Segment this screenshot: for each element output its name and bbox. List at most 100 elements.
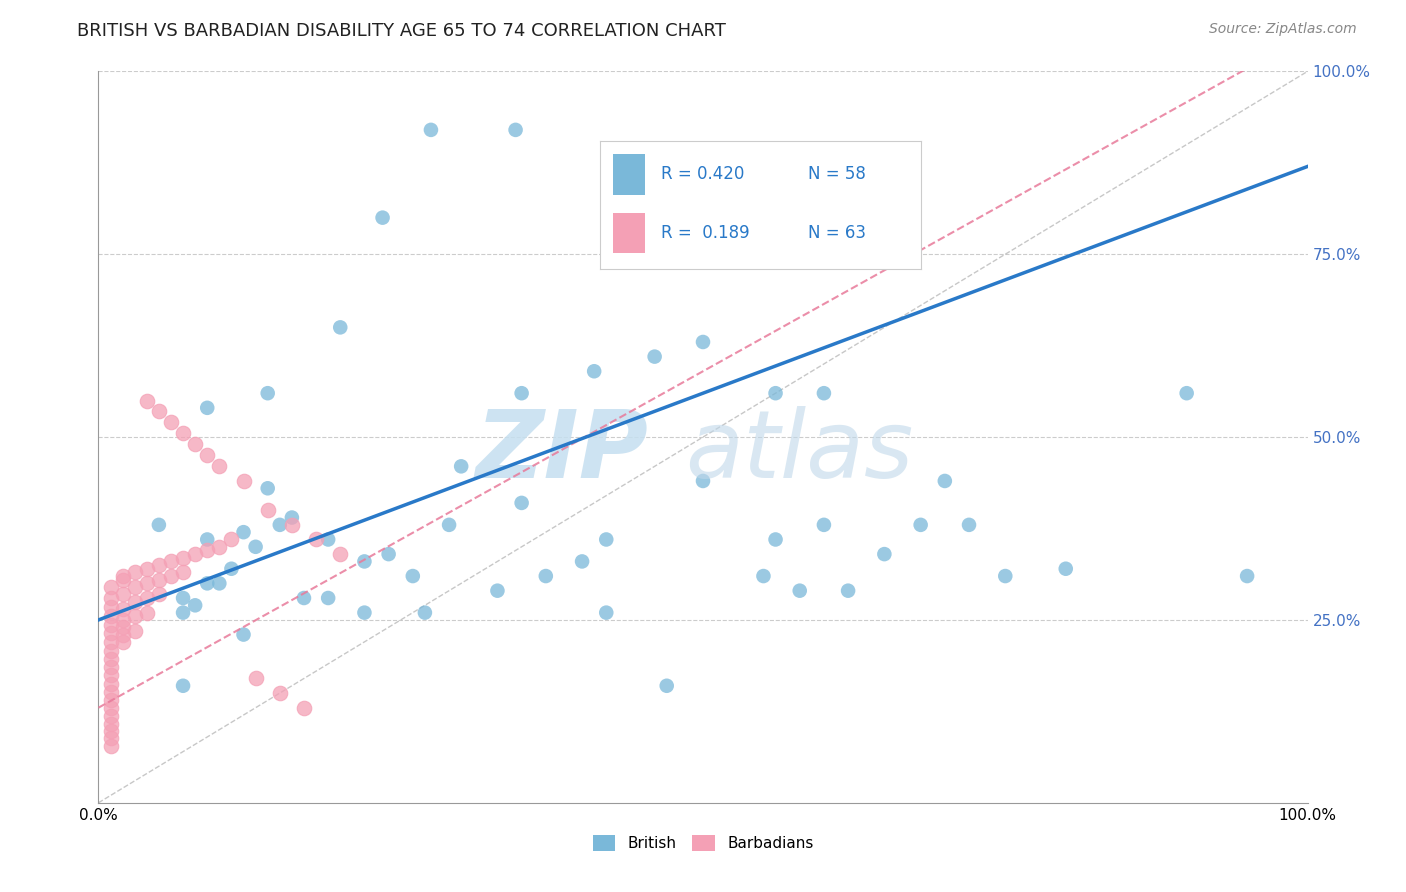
Point [100,643,122,657]
Point [292,591,315,605]
Point [245,672,267,686]
Point [245,540,267,554]
Point [208,459,231,474]
Point [111,569,134,583]
Point [813,386,835,401]
Point [957,517,980,532]
Point [232,474,254,488]
Point [329,547,352,561]
Point [256,503,278,517]
Point [486,583,509,598]
Point [100,626,122,640]
Point [595,606,617,620]
Point [316,533,339,547]
Point [208,576,231,591]
Point [124,580,146,594]
Point [100,731,122,746]
Point [232,525,254,540]
Point [111,627,134,641]
Point [184,437,207,451]
Point [124,594,146,608]
Text: Source: ZipAtlas.com: Source: ZipAtlas.com [1209,22,1357,37]
Point [510,496,533,510]
Point [316,591,339,605]
Point [195,401,218,415]
Point [644,350,666,364]
Point [221,562,243,576]
Point [100,599,122,614]
Point [595,533,617,547]
Point [100,591,122,605]
Point [100,667,122,681]
Point [100,716,122,731]
Point [124,566,146,580]
Point [269,517,291,532]
Point [111,587,134,601]
Point [124,609,146,624]
Point [135,576,157,591]
Point [100,684,122,698]
Point [172,679,194,693]
Point [184,599,207,613]
Point [135,393,157,408]
Point [135,591,157,605]
Point [752,569,775,583]
Point [111,573,134,587]
Point [934,474,956,488]
Point [413,606,436,620]
Point [160,416,183,430]
Point [100,635,122,649]
Point [195,448,218,462]
Point [837,583,859,598]
Text: BRITISH VS BARBADIAN DISABILITY AGE 65 TO 74 CORRELATION CHART: BRITISH VS BARBADIAN DISABILITY AGE 65 T… [77,22,727,40]
Point [329,320,352,334]
Point [505,123,527,137]
Point [208,540,231,554]
Point [655,679,678,693]
Point [221,533,243,547]
Point [765,386,787,401]
Point [100,739,122,753]
Point [789,583,811,598]
Point [195,576,218,591]
Point [873,547,896,561]
Point [534,569,557,583]
Point [148,587,170,601]
Point [100,692,122,706]
Point [281,510,304,524]
Point [172,426,194,441]
Point [402,569,425,583]
Point [1175,386,1198,401]
Point [100,659,122,673]
Point [305,533,328,547]
Point [160,569,183,583]
Point [813,517,835,532]
Point [994,569,1017,583]
Point [195,543,218,558]
Point [124,624,146,638]
Point [353,554,375,568]
Point [100,618,122,632]
Legend: British, Barbadians: British, Barbadians [586,830,820,857]
Point [172,566,194,580]
Point [160,554,183,568]
Point [692,474,714,488]
Point [135,562,157,576]
Point [437,517,460,532]
Point [910,517,932,532]
Point [148,558,170,573]
Point [510,386,533,401]
Point [111,635,134,649]
Point [100,676,122,690]
Point [100,708,122,723]
Point [353,606,375,620]
Point [450,459,472,474]
Point [583,364,606,378]
Point [111,620,134,634]
Point [371,211,394,225]
Point [232,627,254,641]
Point [256,481,278,495]
Point [281,517,304,532]
Point [100,609,122,624]
Point [256,386,278,401]
